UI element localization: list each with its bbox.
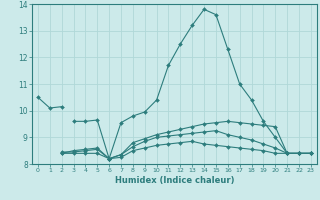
X-axis label: Humidex (Indice chaleur): Humidex (Indice chaleur): [115, 176, 234, 185]
